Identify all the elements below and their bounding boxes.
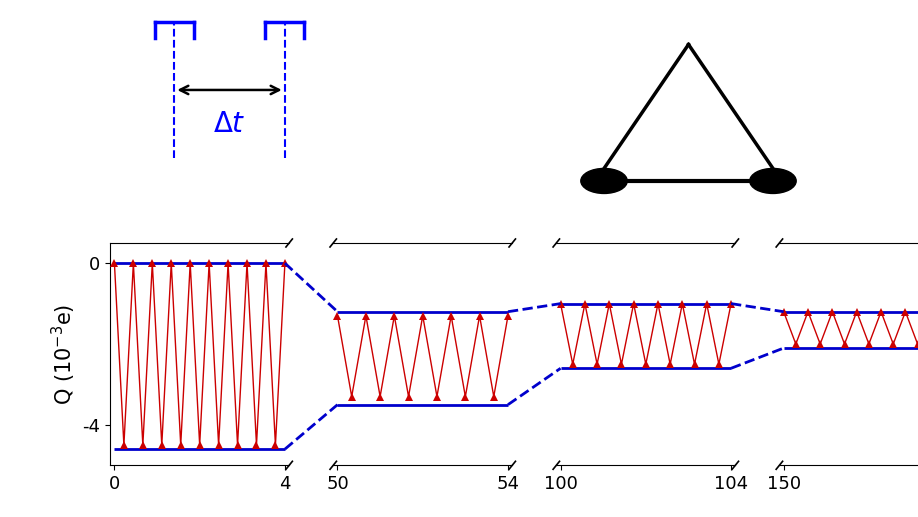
Y-axis label: Q (10$^{-3}$e): Q (10$^{-3}$e) (50, 303, 78, 405)
Circle shape (581, 169, 627, 193)
Text: $\Delta t$: $\Delta t$ (213, 110, 246, 138)
Circle shape (750, 169, 796, 193)
